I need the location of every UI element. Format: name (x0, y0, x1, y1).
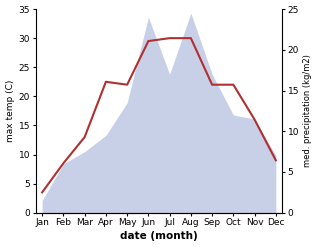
X-axis label: date (month): date (month) (120, 231, 198, 242)
Y-axis label: max temp (C): max temp (C) (5, 80, 15, 142)
Y-axis label: med. precipitation (kg/m2): med. precipitation (kg/m2) (303, 54, 313, 167)
